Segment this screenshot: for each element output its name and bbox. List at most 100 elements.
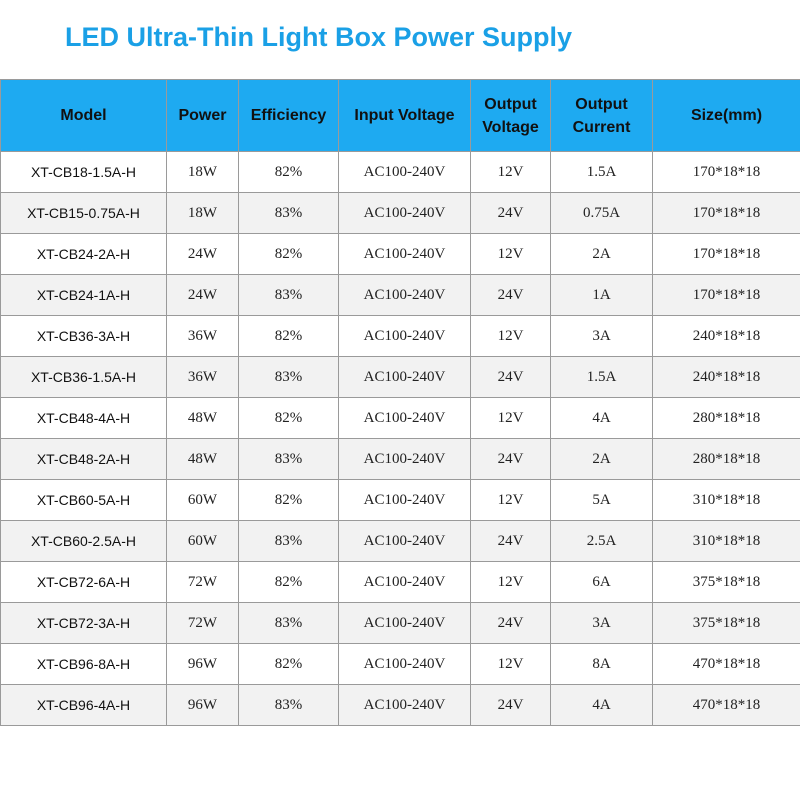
cell-model: XT-CB60-2.5A-H: [0, 520, 167, 562]
table-row: XT-CB96-4A-H 96W 83% AC100-240V 24V 4A 4…: [0, 684, 800, 726]
table-row: XT-CB36-1.5A-H 36W 83% AC100-240V 24V 1.…: [0, 356, 800, 398]
header-output-current-line1: Output: [575, 95, 628, 113]
cell-power: 60W: [166, 479, 239, 521]
cell-efficiency: 82%: [238, 561, 339, 603]
cell-output-voltage: 24V: [470, 192, 551, 234]
cell-output-voltage: 24V: [470, 520, 551, 562]
header-power: Power: [166, 79, 239, 152]
cell-output-current: 6A: [550, 561, 653, 603]
cell-size: 170*18*18: [652, 274, 800, 316]
cell-efficiency: 82%: [238, 643, 339, 685]
cell-input-voltage: AC100-240V: [338, 520, 471, 562]
cell-output-current: 8A: [550, 643, 653, 685]
cell-size: 280*18*18: [652, 397, 800, 439]
header-output-voltage: Output Voltage: [470, 79, 551, 152]
cell-output-current: 2A: [550, 233, 653, 275]
table-row: XT-CB36-3A-H 36W 82% AC100-240V 12V 3A 2…: [0, 315, 800, 357]
page-title: LED Ultra-Thin Light Box Power Supply: [65, 22, 573, 52]
cell-input-voltage: AC100-240V: [338, 602, 471, 644]
cell-size: 310*18*18: [652, 520, 800, 562]
table-row: XT-CB18-1.5A-H 18W 82% AC100-240V 12V 1.…: [0, 151, 800, 193]
cell-input-voltage: AC100-240V: [338, 356, 471, 398]
cell-power: 72W: [166, 561, 239, 603]
cell-power: 48W: [166, 438, 239, 480]
cell-input-voltage: AC100-240V: [338, 274, 471, 316]
cell-output-voltage: 12V: [470, 233, 551, 275]
cell-power: 18W: [166, 151, 239, 193]
table-row: XT-CB24-2A-H 24W 82% AC100-240V 12V 2A 1…: [0, 233, 800, 275]
cell-efficiency: 83%: [238, 438, 339, 480]
cell-model: XT-CB36-1.5A-H: [0, 356, 167, 398]
cell-power: 60W: [166, 520, 239, 562]
cell-output-current: 1A: [550, 274, 653, 316]
cell-input-voltage: AC100-240V: [338, 192, 471, 234]
cell-model: XT-CB15-0.75A-H: [0, 192, 167, 234]
cell-model: XT-CB60-5A-H: [0, 479, 167, 521]
header-output-current: Output Current: [550, 79, 653, 152]
cell-input-voltage: AC100-240V: [338, 438, 471, 480]
cell-model: XT-CB48-2A-H: [0, 438, 167, 480]
cell-output-current: 2.5A: [550, 520, 653, 562]
cell-power: 18W: [166, 192, 239, 234]
cell-output-voltage: 24V: [470, 274, 551, 316]
cell-output-voltage: 24V: [470, 602, 551, 644]
table-row: XT-CB72-6A-H 72W 82% AC100-240V 12V 6A 3…: [0, 561, 800, 603]
table-row: XT-CB48-4A-H 48W 82% AC100-240V 12V 4A 2…: [0, 397, 800, 439]
cell-output-current: 1.5A: [550, 151, 653, 193]
cell-size: 310*18*18: [652, 479, 800, 521]
cell-efficiency: 83%: [238, 520, 339, 562]
cell-input-voltage: AC100-240V: [338, 479, 471, 521]
cell-power: 96W: [166, 643, 239, 685]
cell-output-current: 4A: [550, 397, 653, 439]
table-row: XT-CB24-1A-H 24W 83% AC100-240V 24V 1A 1…: [0, 274, 800, 316]
cell-input-voltage: AC100-240V: [338, 315, 471, 357]
cell-output-current: 3A: [550, 602, 653, 644]
cell-input-voltage: AC100-240V: [338, 561, 471, 603]
cell-power: 72W: [166, 602, 239, 644]
cell-output-current: 5A: [550, 479, 653, 521]
header-row: Model Power Efficiency Input Voltage Out…: [0, 79, 800, 152]
cell-size: 375*18*18: [652, 561, 800, 603]
cell-output-voltage: 12V: [470, 643, 551, 685]
cell-model: XT-CB18-1.5A-H: [0, 151, 167, 193]
cell-output-current: 0.75A: [550, 192, 653, 234]
cell-size: 240*18*18: [652, 356, 800, 398]
cell-output-current: 3A: [550, 315, 653, 357]
cell-output-voltage: 24V: [470, 356, 551, 398]
table-header: Model Power Efficiency Input Voltage Out…: [0, 79, 800, 152]
cell-power: 48W: [166, 397, 239, 439]
cell-model: XT-CB48-4A-H: [0, 397, 167, 439]
spec-table: Model Power Efficiency Input Voltage Out…: [0, 79, 800, 726]
cell-input-voltage: AC100-240V: [338, 684, 471, 726]
cell-output-voltage: 12V: [470, 561, 551, 603]
cell-model: XT-CB96-8A-H: [0, 643, 167, 685]
cell-model: XT-CB36-3A-H: [0, 315, 167, 357]
cell-power: 36W: [166, 315, 239, 357]
cell-efficiency: 83%: [238, 356, 339, 398]
cell-output-current: 1.5A: [550, 356, 653, 398]
cell-efficiency: 82%: [238, 479, 339, 521]
header-output-current-line2: Current: [572, 118, 631, 136]
cell-efficiency: 83%: [238, 684, 339, 726]
cell-output-voltage: 24V: [470, 684, 551, 726]
cell-power: 36W: [166, 356, 239, 398]
cell-size: 470*18*18: [652, 684, 800, 726]
cell-input-voltage: AC100-240V: [338, 643, 471, 685]
header-size: Size(mm): [652, 79, 800, 152]
cell-output-voltage: 12V: [470, 479, 551, 521]
cell-model: XT-CB72-6A-H: [0, 561, 167, 603]
header-output-voltage-line2: Voltage: [482, 118, 539, 136]
cell-output-voltage: 12V: [470, 151, 551, 193]
cell-power: 96W: [166, 684, 239, 726]
cell-size: 170*18*18: [652, 192, 800, 234]
cell-efficiency: 83%: [238, 192, 339, 234]
cell-efficiency: 82%: [238, 233, 339, 275]
cell-efficiency: 82%: [238, 397, 339, 439]
cell-output-current: 2A: [550, 438, 653, 480]
table-row: XT-CB96-8A-H 96W 82% AC100-240V 12V 8A 4…: [0, 643, 800, 685]
cell-size: 240*18*18: [652, 315, 800, 357]
cell-model: XT-CB24-2A-H: [0, 233, 167, 275]
table-row: XT-CB15-0.75A-H 18W 83% AC100-240V 24V 0…: [0, 192, 800, 234]
cell-output-current: 4A: [550, 684, 653, 726]
cell-size: 375*18*18: [652, 602, 800, 644]
